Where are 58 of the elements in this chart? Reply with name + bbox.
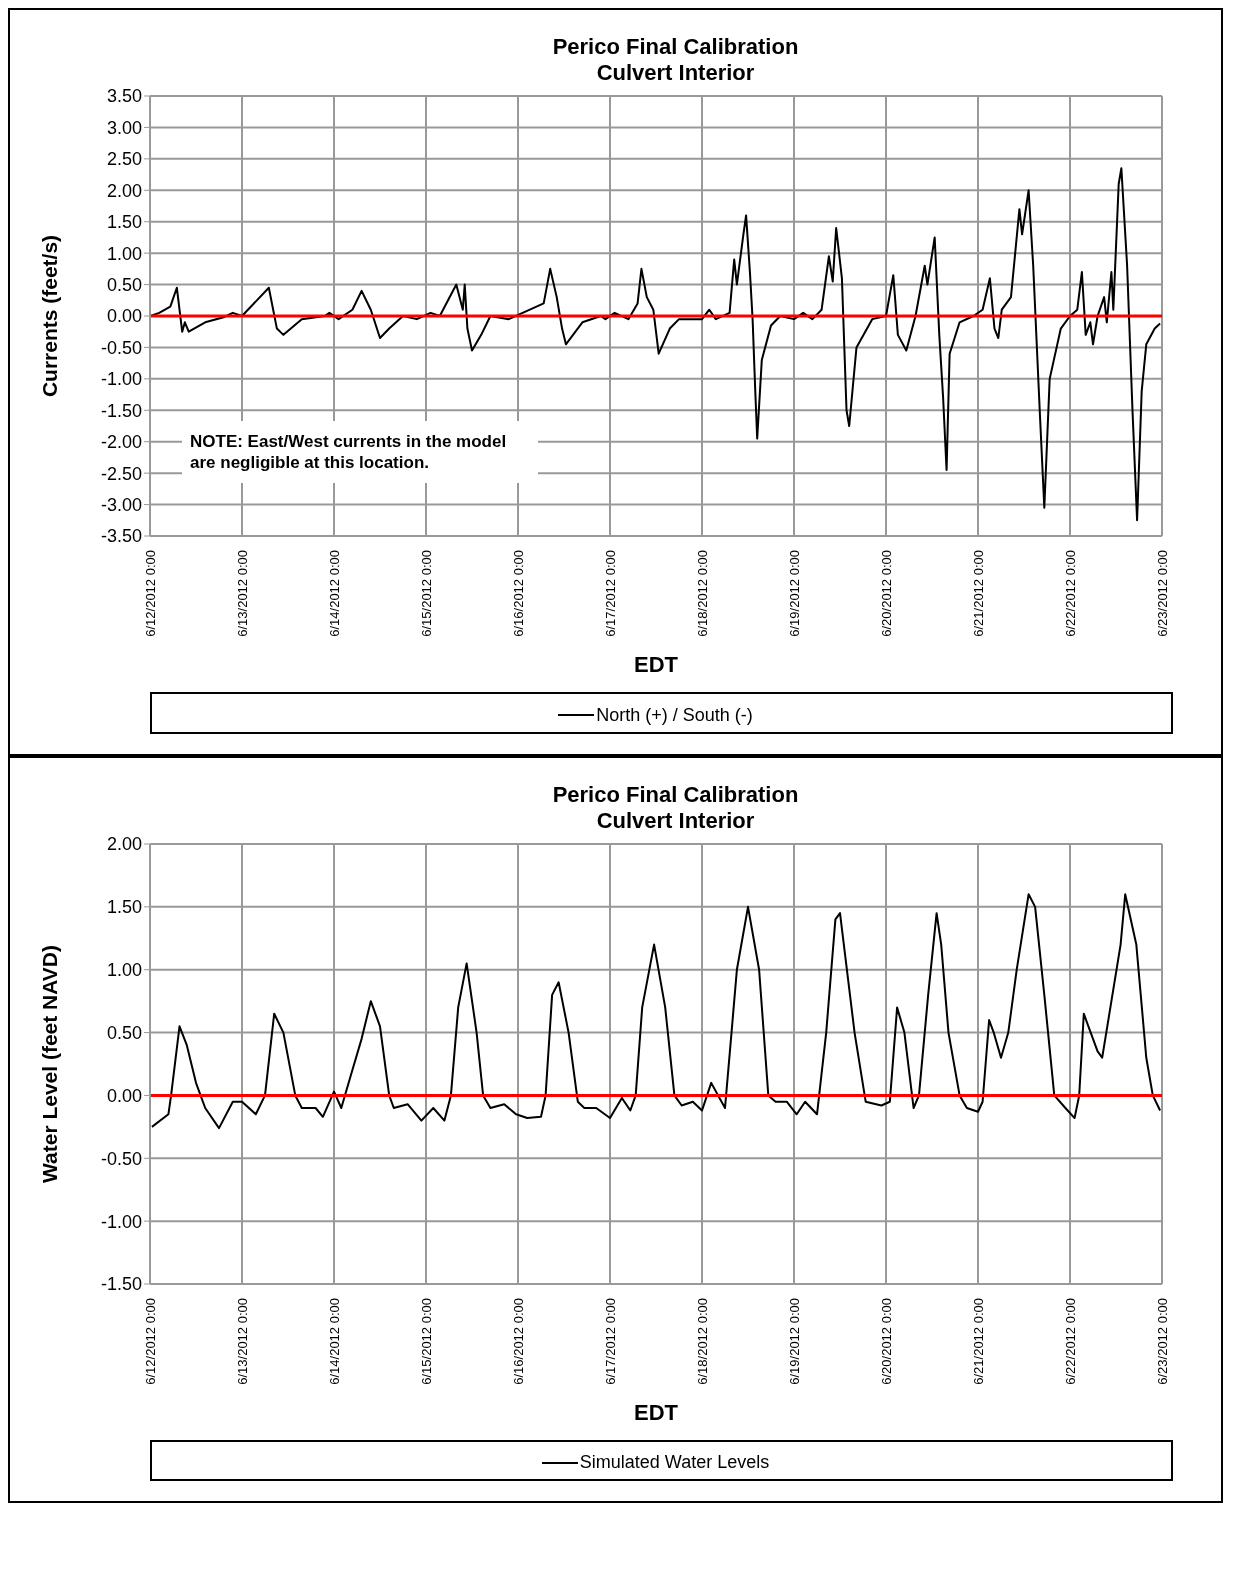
x-tick-label: 6/14/2012 0:00 <box>326 1297 342 1385</box>
y-tick-label: 2.00 <box>106 833 142 854</box>
x-tick-label: 6/15/2012 0:00 <box>418 550 434 637</box>
chart-title: Perico Final Calibration <box>551 34 800 60</box>
y-axis-title: Currents (feet/s) <box>38 234 62 398</box>
y-tick-label: 2.50 <box>106 149 142 170</box>
y-tick-label: 0.50 <box>106 274 142 295</box>
x-tick-label: 6/12/2012 0:00 <box>142 1297 158 1385</box>
x-tick-label: 6/16/2012 0:00 <box>510 550 526 637</box>
y-tick-label: 0.00 <box>106 306 142 327</box>
annotation: NOTE: East/West currents in the model are negligible at this location. <box>182 421 538 483</box>
x-tick-label: 6/13/2012 0:00 <box>234 1297 250 1385</box>
y-tick-label: -1.50 <box>100 400 142 421</box>
legend-label: North (+) / South (-) <box>596 704 753 726</box>
x-tick-label: 6/21/2012 0:00 <box>970 1297 986 1385</box>
x-tick-label: 6/17/2012 0:00 <box>602 1297 618 1385</box>
x-tick-label: 6/23/2012 0:00 <box>1154 550 1170 637</box>
chart-title: Perico Final Calibration <box>551 781 800 808</box>
legend-label: Simulated Water Levels <box>579 1452 770 1473</box>
x-tick-label: 6/20/2012 0:00 <box>878 1297 894 1385</box>
x-tick-label: 6/23/2012 0:00 <box>1154 1297 1170 1385</box>
y-tick-label: 3.00 <box>106 117 142 138</box>
y-tick-label: -0.50 <box>100 337 142 358</box>
chart-subtitle: Culvert Interior <box>595 60 756 86</box>
y-tick-label: -0.50 <box>100 1148 142 1169</box>
x-tick-label: 6/18/2012 0:00 <box>694 550 710 637</box>
y-tick-label: 1.50 <box>106 212 142 233</box>
x-tick-label: 6/19/2012 0:00 <box>786 550 802 637</box>
x-axis-title: EDT <box>634 1399 679 1425</box>
y-tick-label: 2.00 <box>106 180 142 201</box>
x-tick-label: 6/17/2012 0:00 <box>602 550 618 637</box>
x-tick-label: 6/18/2012 0:00 <box>694 1297 710 1385</box>
y-tick-label: -2.50 <box>100 463 142 484</box>
chart-subtitle: Culvert Interior <box>595 807 756 834</box>
x-tick-label: 6/15/2012 0:00 <box>418 1297 434 1385</box>
x-tick-label: 6/20/2012 0:00 <box>878 550 894 637</box>
x-tick-label: 6/21/2012 0:00 <box>970 550 986 637</box>
y-tick-label: 3.50 <box>106 86 142 107</box>
y-tick-label: -3.00 <box>100 494 142 515</box>
x-tick-label: 6/22/2012 0:00 <box>1062 1297 1078 1385</box>
x-tick-label: 6/22/2012 0:00 <box>1062 550 1078 637</box>
y-tick-label: 1.50 <box>106 896 142 917</box>
y-tick-label: -1.50 <box>100 1273 142 1294</box>
x-tick-label: 6/13/2012 0:00 <box>234 550 250 637</box>
y-tick-label: 1.00 <box>106 959 142 980</box>
y-axis-title: Water Level (feet NAVD) <box>38 944 62 1183</box>
y-tick-label: -2.00 <box>100 432 142 453</box>
y-tick-label: -1.00 <box>100 369 142 390</box>
y-tick-label: 1.00 <box>106 243 142 264</box>
y-tick-label: -3.50 <box>100 526 142 547</box>
x-axis-title: EDT <box>634 652 679 677</box>
y-tick-label: 0.50 <box>106 1022 142 1043</box>
x-tick-label: 6/14/2012 0:00 <box>326 550 342 637</box>
y-tick-label: 0.00 <box>106 1085 142 1106</box>
y-tick-label: -1.00 <box>100 1211 142 1232</box>
x-tick-label: 6/19/2012 0:00 <box>786 1297 802 1385</box>
x-tick-label: 6/16/2012 0:00 <box>510 1297 526 1385</box>
x-tick-label: 6/12/2012 0:00 <box>142 550 158 637</box>
